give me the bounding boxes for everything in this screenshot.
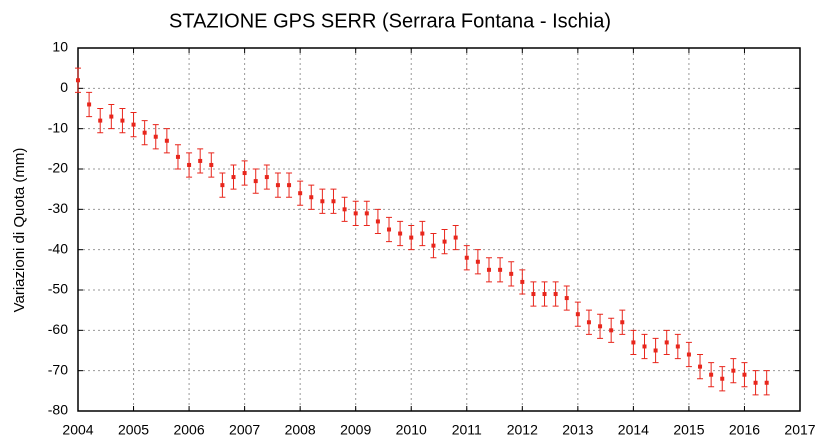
data-point	[287, 183, 292, 188]
data-point	[598, 324, 603, 329]
data-point	[453, 235, 458, 240]
y-tick-label: -40	[48, 240, 68, 256]
data-point	[609, 328, 614, 333]
y-tick-label: -10	[48, 119, 68, 135]
data-point	[231, 175, 236, 180]
data-point	[686, 352, 691, 357]
data-point	[486, 267, 491, 272]
data-point	[575, 312, 580, 317]
plot-frame	[77, 47, 801, 412]
data-point	[87, 102, 92, 107]
data-point	[498, 267, 503, 272]
data-point	[442, 239, 447, 244]
data-point	[264, 175, 269, 180]
data-point	[398, 231, 403, 236]
data-point	[464, 255, 469, 260]
data-point	[164, 138, 169, 143]
data-point	[309, 195, 314, 200]
data-point	[120, 118, 125, 123]
y-tick-label: 0	[60, 79, 68, 95]
data-point	[409, 235, 414, 240]
data-point	[664, 340, 669, 345]
x-tick-label: 2008	[285, 422, 316, 438]
data-point	[353, 211, 358, 216]
data-point	[709, 372, 714, 377]
data-point	[220, 183, 225, 188]
data-point	[275, 183, 280, 188]
data-point	[131, 122, 136, 127]
x-tick-label: 2005	[118, 422, 149, 438]
data-point	[642, 344, 647, 349]
y-tick-label: -30	[48, 200, 68, 216]
x-tick-label: 2017	[784, 422, 815, 438]
data-point	[720, 376, 725, 381]
data-point	[242, 171, 247, 176]
x-tick-label: 2015	[673, 422, 704, 438]
data-point	[531, 292, 536, 297]
data-point	[98, 118, 103, 123]
data-point	[187, 162, 192, 167]
data-point	[375, 219, 380, 224]
data-point	[198, 158, 203, 163]
data-point	[631, 340, 636, 345]
data-point	[509, 271, 514, 276]
data-point	[153, 134, 158, 139]
data-point	[564, 296, 569, 301]
data-point	[742, 372, 747, 377]
y-tick-label: 10	[52, 39, 68, 55]
x-tick-label: 2014	[618, 422, 649, 438]
data-point	[620, 320, 625, 325]
data-point	[175, 154, 180, 159]
x-tick-label: 2012	[507, 422, 538, 438]
y-axis-label: Variazioni di Quota (mm)	[11, 148, 28, 313]
y-tick-label: -50	[48, 281, 68, 297]
chart-title: STAZIONE GPS SERR (Serrara Fontana - Isc…	[169, 10, 611, 32]
data-point	[76, 78, 80, 83]
data-point	[586, 320, 591, 325]
x-tick-label: 2010	[396, 422, 427, 438]
data-point	[542, 292, 547, 297]
data-point	[764, 380, 769, 385]
x-tick-label: 2013	[562, 422, 593, 438]
y-tick-label: -70	[48, 361, 68, 377]
data-point	[109, 114, 114, 119]
data-point	[653, 348, 658, 353]
data-point	[342, 207, 347, 212]
data-point	[553, 292, 558, 297]
data-point	[520, 279, 525, 284]
x-tick-label: 2007	[229, 422, 260, 438]
x-tick-label: 2006	[173, 422, 204, 438]
data-point	[475, 259, 480, 264]
data-point	[142, 130, 147, 135]
data-point	[731, 368, 736, 373]
data-point	[431, 243, 436, 248]
data-point	[387, 227, 392, 232]
y-tick-label: -20	[48, 160, 68, 176]
x-tick-label: 2009	[340, 422, 371, 438]
data-point	[320, 199, 325, 204]
data-point	[675, 344, 680, 349]
data-point	[331, 199, 336, 204]
data-point	[253, 179, 258, 184]
data-point	[420, 231, 425, 236]
data-point	[698, 364, 703, 369]
x-tick-label: 2004	[62, 422, 93, 438]
data-point	[209, 162, 214, 167]
data-point	[298, 191, 303, 196]
x-tick-label: 2016	[729, 422, 760, 438]
data-point	[753, 380, 758, 385]
y-tick-label: -80	[48, 402, 68, 418]
data-point	[364, 211, 369, 216]
y-tick-label: -60	[48, 321, 68, 337]
x-tick-label: 2011	[452, 422, 482, 438]
